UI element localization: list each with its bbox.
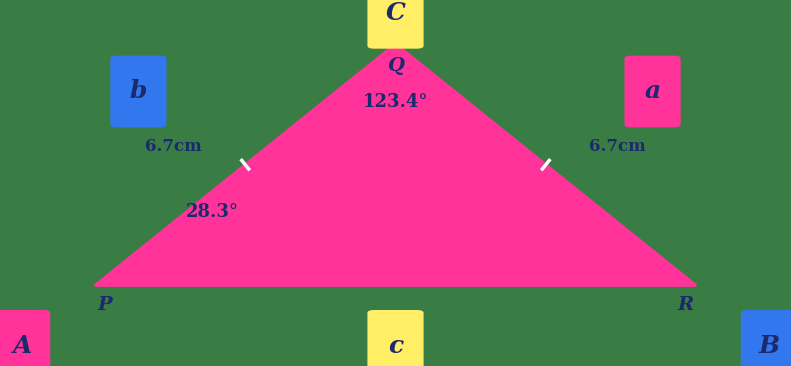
FancyBboxPatch shape: [740, 310, 791, 366]
Text: P: P: [97, 296, 112, 314]
Text: c: c: [388, 334, 403, 358]
FancyBboxPatch shape: [367, 310, 424, 366]
Text: A: A: [13, 334, 32, 358]
Text: R: R: [677, 296, 694, 314]
Text: 28.3°: 28.3°: [186, 203, 239, 221]
Text: 123.4°: 123.4°: [363, 93, 428, 112]
FancyBboxPatch shape: [625, 56, 681, 127]
Text: Q: Q: [387, 57, 404, 75]
Text: b: b: [130, 79, 147, 104]
Text: B: B: [759, 334, 779, 358]
Text: C: C: [385, 1, 406, 25]
FancyBboxPatch shape: [0, 310, 51, 366]
Text: 6.7cm: 6.7cm: [145, 138, 202, 155]
Text: a: a: [645, 79, 660, 104]
FancyBboxPatch shape: [367, 0, 424, 49]
Text: 6.7cm: 6.7cm: [589, 138, 646, 155]
FancyBboxPatch shape: [110, 56, 166, 127]
Polygon shape: [95, 44, 696, 285]
